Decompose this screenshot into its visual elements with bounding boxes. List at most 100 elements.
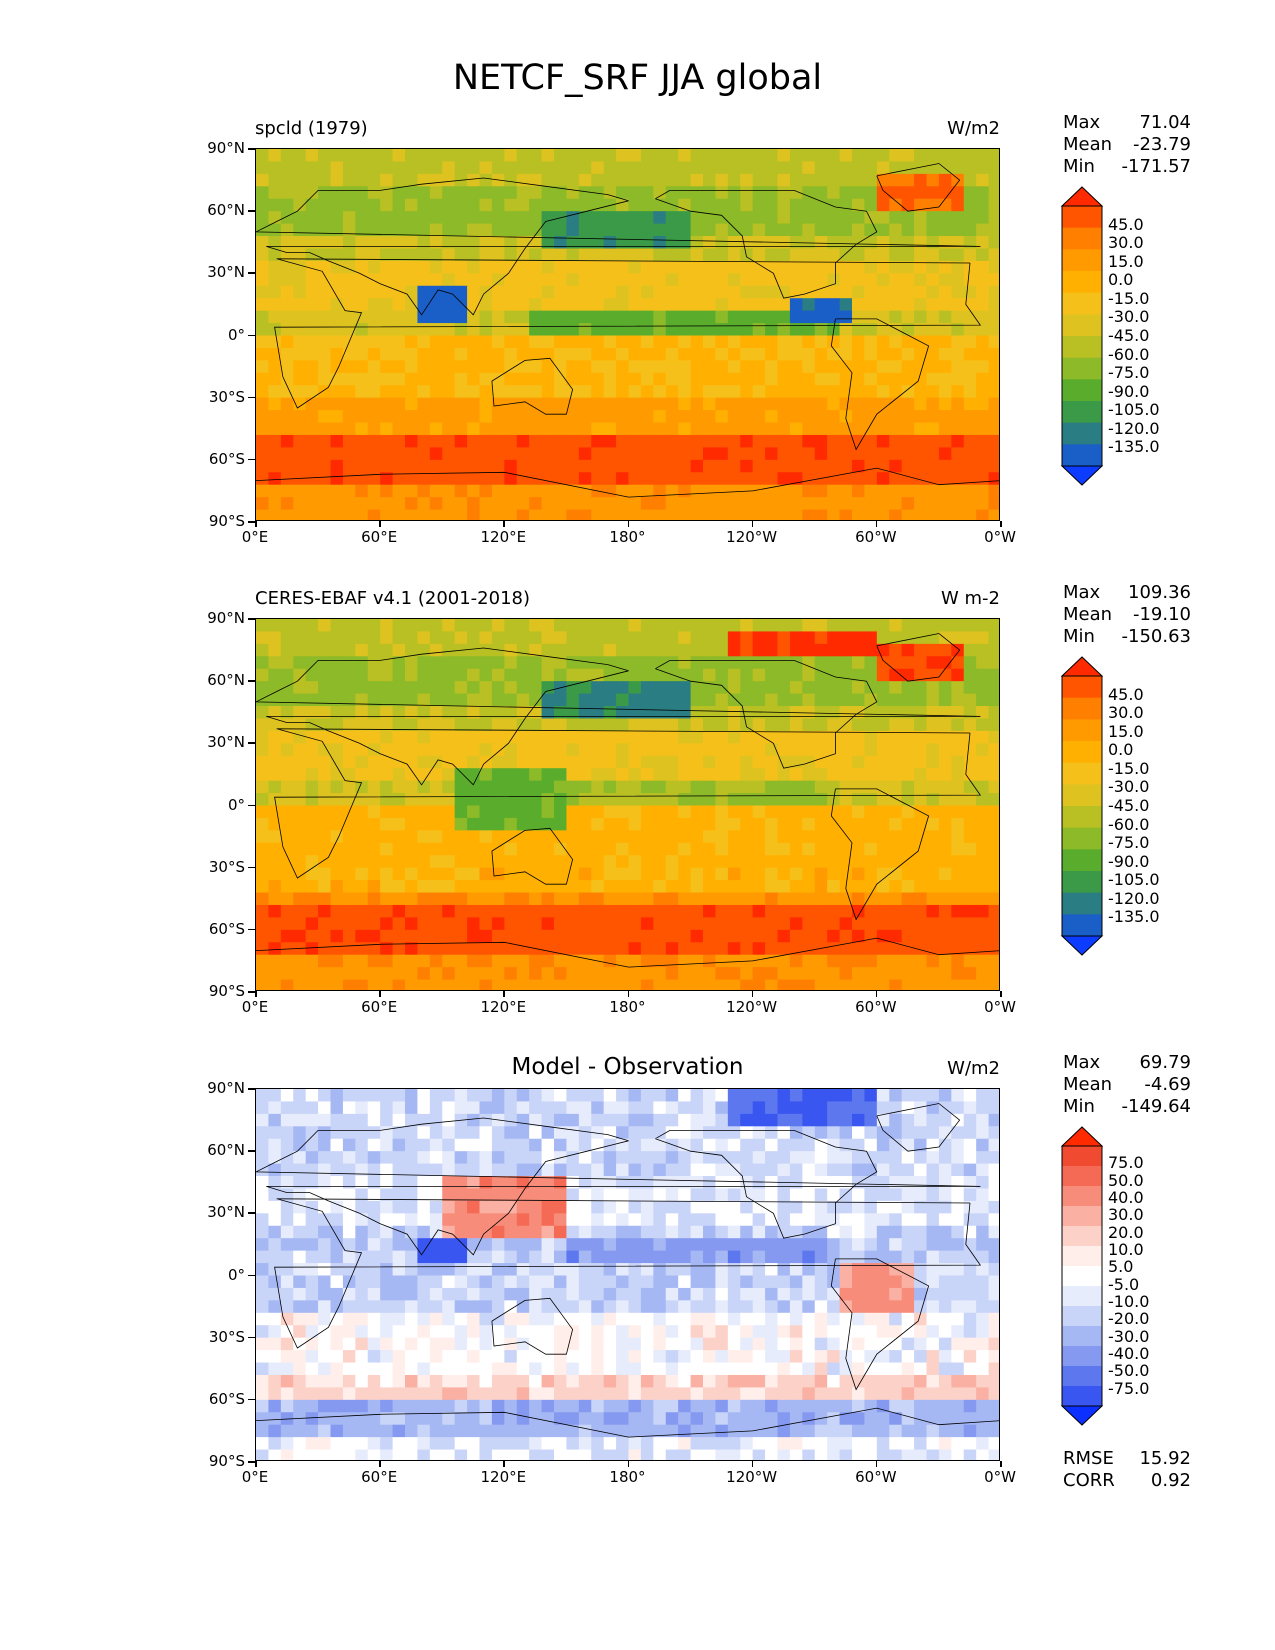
field-cell <box>367 1300 381 1314</box>
field-cell <box>653 793 667 807</box>
field-cell <box>256 681 270 695</box>
field-cell <box>740 867 754 881</box>
field-cell <box>541 310 555 324</box>
field-cell <box>976 509 990 520</box>
field-cell <box>938 260 952 274</box>
field-cell <box>789 730 803 744</box>
field-cell <box>988 619 999 633</box>
field-cell <box>268 397 282 411</box>
field-cell <box>938 1113 952 1127</box>
field-cell <box>616 335 630 349</box>
field-cell <box>268 718 282 732</box>
coastline <box>830 788 930 921</box>
field-cell <box>976 1138 990 1152</box>
field-cell <box>293 1101 307 1115</box>
field-cell <box>268 447 282 461</box>
field-cell <box>491 298 505 312</box>
field-cell <box>268 830 282 844</box>
field-cell <box>752 780 766 794</box>
field-cell <box>802 1263 816 1277</box>
field-cell <box>802 793 816 807</box>
field-cell <box>914 942 928 956</box>
field-cell <box>280 917 294 931</box>
field-cell <box>765 643 779 657</box>
field-cell <box>752 743 766 757</box>
field-cell <box>504 842 518 856</box>
field-cell <box>367 472 381 486</box>
field-cell <box>740 793 754 807</box>
field-cell <box>988 509 999 520</box>
field-cell <box>591 693 605 707</box>
field-cell <box>256 867 270 881</box>
field-cell <box>951 855 965 869</box>
field-cell <box>814 360 828 374</box>
field-cell <box>355 459 369 473</box>
field-cell <box>951 236 965 250</box>
field-cell <box>554 718 568 732</box>
field-cell <box>752 397 766 411</box>
field-cell <box>293 693 307 707</box>
field-cell <box>355 1138 369 1152</box>
field-cell <box>678 805 692 819</box>
field-cell <box>901 285 915 299</box>
field-cell <box>256 497 270 511</box>
field-cell <box>653 347 667 361</box>
field-cell <box>367 867 381 881</box>
field-cell <box>814 459 828 473</box>
field-cell <box>578 1250 592 1264</box>
field-cell <box>554 1275 568 1289</box>
field-cell <box>876 1263 890 1277</box>
field-cell <box>889 484 903 498</box>
field-cell <box>926 285 940 299</box>
field-cell <box>566 842 580 856</box>
field-cell <box>926 668 940 682</box>
field-cell <box>752 1225 766 1239</box>
field-cell <box>938 904 952 918</box>
field-cell <box>653 718 667 732</box>
field-cell <box>417 867 431 881</box>
field-cell <box>914 211 928 225</box>
field-cell <box>529 410 543 424</box>
field-cell <box>591 1263 605 1277</box>
field-cell <box>529 805 543 819</box>
field-cell <box>951 223 965 237</box>
field-cell <box>876 360 890 374</box>
field-cell <box>355 323 369 337</box>
field-cell <box>330 347 344 361</box>
field-cell <box>876 161 890 175</box>
field-cell <box>752 310 766 324</box>
field-cell <box>380 198 394 212</box>
field-cell <box>591 310 605 324</box>
field-cell <box>665 867 679 881</box>
field-cell <box>305 631 319 645</box>
field-cell <box>727 211 741 225</box>
field-cell <box>566 1238 580 1252</box>
field-cell <box>578 149 592 163</box>
field-cell <box>305 755 319 769</box>
field-cell <box>330 447 344 461</box>
field-cell <box>727 880 741 894</box>
field-cell <box>429 1200 443 1214</box>
field-cell <box>988 285 999 299</box>
field-cell <box>963 1275 977 1289</box>
field-cell <box>392 347 406 361</box>
field-cell <box>740 323 754 337</box>
field-cell <box>256 285 270 299</box>
field-cell <box>429 223 443 237</box>
field-cell <box>367 509 381 520</box>
field-cell <box>703 979 717 990</box>
field-cell <box>690 248 704 262</box>
field-cell <box>765 780 779 794</box>
field-cell <box>491 1138 505 1152</box>
field-cell <box>566 1213 580 1227</box>
field-cell <box>318 730 332 744</box>
field-cell <box>417 780 431 794</box>
field-cell <box>405 842 419 856</box>
field-cell <box>541 842 555 856</box>
field-cell <box>777 1163 791 1177</box>
field-cell <box>429 397 443 411</box>
colorbar-tick-label: -90.0 <box>1108 851 1150 871</box>
field-cell <box>640 631 654 645</box>
field-cell <box>541 323 555 337</box>
field-cell <box>889 706 903 720</box>
